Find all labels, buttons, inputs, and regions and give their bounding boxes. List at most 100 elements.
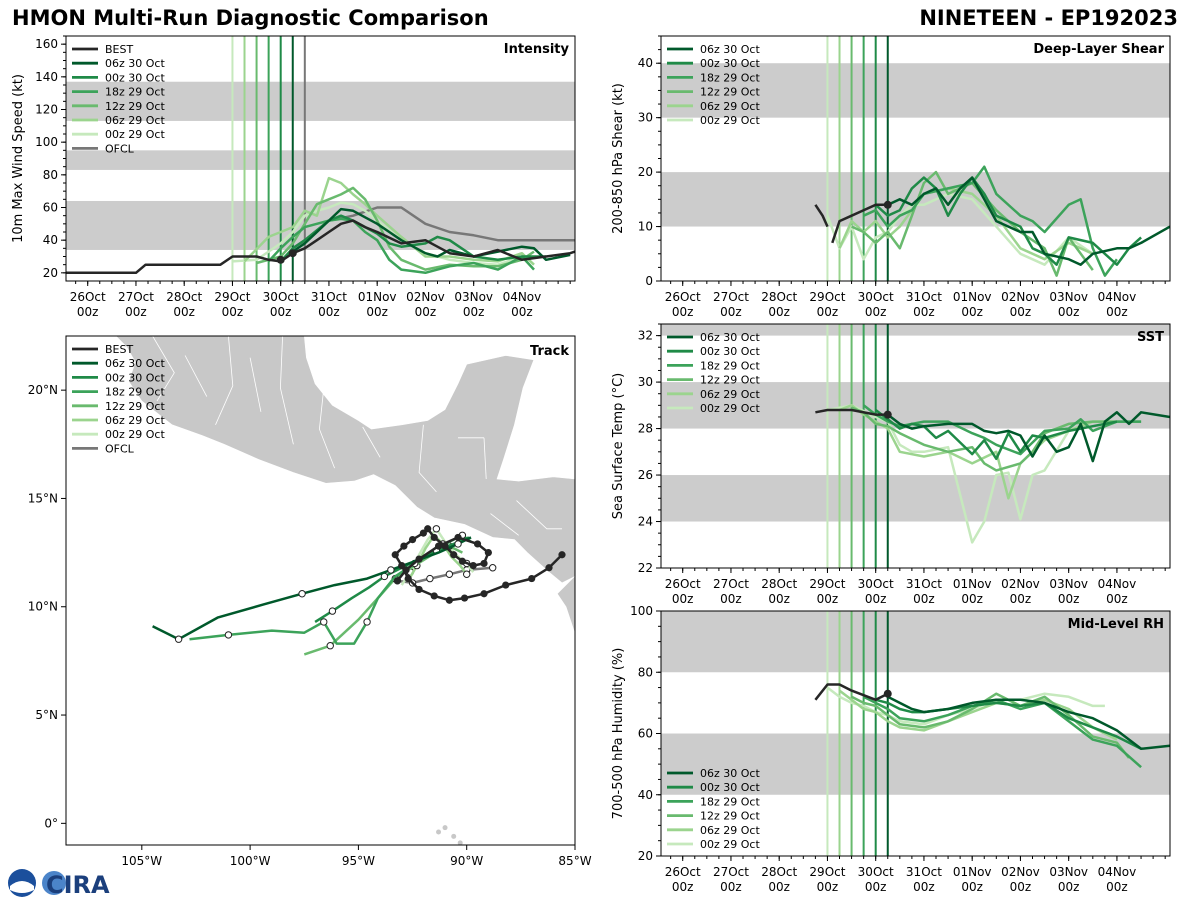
shear-xtick-hour: 00z [672, 305, 694, 319]
track-frame [65, 335, 576, 846]
track-point-best [402, 566, 410, 574]
intensity-ytick-label: 100 [35, 135, 58, 149]
track-ytick-label: 5°N [35, 708, 58, 722]
shear-band [661, 63, 1170, 118]
state-border [318, 368, 335, 469]
sst-ytick-label: 22 [638, 561, 653, 575]
page-title: HMON Multi-Run Diagnostic Comparison [12, 6, 489, 30]
shear-xtick-day: 30Oct [858, 290, 894, 304]
track-point-best [415, 585, 423, 594]
sst-xtick-hour: 00z [1058, 592, 1080, 606]
rh-legend-label-00z-29-oct: 00z 29 Oct [700, 838, 760, 851]
shear-legend-label-06z-30-oct: 06z 30 Oct [700, 43, 760, 56]
intensity-series-06z-30-oct [292, 207, 571, 262]
sst-title: SST [1137, 330, 1164, 345]
rh-marker-best [883, 689, 892, 698]
intensity-ytick-label: 80 [43, 168, 58, 182]
shear-legend-label-12z-29-oct: 12z 29 Oct [700, 86, 760, 99]
sst-xtick-day: 03Nov [1049, 577, 1088, 591]
intensity-legend-label-06z-30-oct: 06z 30 Oct [105, 57, 165, 70]
track-point-00z-29-oct [432, 525, 441, 533]
track-xtick-label: 90°W [450, 854, 483, 868]
sst-legend-label-00z-29-oct: 00z 29 Oct [700, 402, 760, 415]
shear-xtick-hour: 00z [817, 305, 839, 319]
rh-xtick-hour: 00z [672, 880, 694, 894]
sst-band [661, 382, 1170, 429]
track-point-06z-30-oct [387, 566, 395, 574]
intensity-series-best [66, 219, 575, 275]
track-point-best [430, 592, 438, 600]
intensity-xtick-hour: 00z [463, 305, 485, 319]
rh-plot-area [661, 611, 1170, 856]
sst-ytick-label: 24 [638, 515, 653, 529]
track-legend-label-00z-29-oct: 00z 29 Oct [105, 428, 165, 441]
shear-xtick-hour: 00z [768, 305, 790, 319]
intensity-xtick-hour: 00z [77, 305, 99, 319]
rh-legend-label-00z-30-oct: 00z 30 Oct [700, 781, 760, 794]
sst-xtick-day: 04Nov [1098, 577, 1137, 591]
intensity-legend-label-best: BEST [105, 43, 133, 56]
sst-legend-label-12z-29-oct: 12z 29 Oct [700, 374, 760, 387]
intensity-xtick-hour: 00z [415, 305, 437, 319]
shear-series-00z-30-oct [874, 176, 1142, 266]
intensity-xtick-day: 29Oct [214, 290, 250, 304]
rh-band [661, 611, 1170, 673]
intensity-xtick-hour: 00z [173, 305, 195, 319]
track-xtick-label: 85°W [558, 854, 591, 868]
intensity-xtick-day: 03Nov [454, 290, 493, 304]
state-border [279, 336, 294, 445]
intensity-legend-label-ofcl: OFCL [105, 142, 135, 155]
sst-xtick-day: 31Oct [906, 577, 942, 591]
state-border [249, 357, 262, 412]
rh-ytick-label: 100 [630, 604, 653, 618]
shear-title: Deep-Layer Shear [1033, 42, 1164, 57]
island-galapagos [451, 833, 457, 839]
intensity-ytick-label: 160 [35, 37, 58, 51]
track-legend-label-best: BEST [105, 343, 133, 356]
sst-ylabel: Sea Surface Temp (°C) [611, 373, 626, 520]
shear-ytick-label: 0 [645, 274, 653, 288]
state-border [418, 424, 437, 493]
rh-ylabel: 700-500 hPa Humidity (%) [611, 648, 626, 820]
island-galapagos [457, 840, 463, 845]
intensity-title: Intensity [504, 42, 570, 57]
track-line-12z-29-oct [303, 544, 463, 656]
rh-xtick-hour: 00z [817, 880, 839, 894]
shear-xtick-day: 01Nov [953, 290, 992, 304]
intensity-marker-best [276, 255, 285, 264]
rh-xtick-day: 03Nov [1049, 865, 1088, 879]
shear-series-12z-29-oct [851, 170, 1094, 277]
track-xtick-label: 100°W [230, 854, 271, 868]
intensity-series-18z-29-oct [267, 217, 535, 275]
track-point-12z-29-oct [326, 642, 334, 650]
state-border [490, 513, 519, 536]
intensity-xtick-hour: 00z [511, 305, 533, 319]
sst-series-06z-30-oct [887, 411, 1170, 463]
track-point-best [528, 574, 536, 583]
track-panel: 105°W 100°W 95°W 90°W 85°W 0° 5°N 10°N 15°N 20°N T… [28, 335, 592, 868]
intensity-xtick-day: 01Nov [358, 290, 397, 304]
rh-xtick-hour: 00z [865, 880, 887, 894]
track-legend-label-06z-30-oct: 06z 30 Oct [105, 357, 165, 370]
track-point-06z-29-oct [463, 570, 471, 578]
intensity-legend-label-00z-29-oct: 00z 29 Oct [105, 128, 165, 141]
track-map-area [66, 336, 575, 845]
intensity-xtick-hour: 00z [222, 305, 244, 319]
rh-series-best [814, 683, 889, 702]
rh-ytick-label: 40 [638, 788, 653, 802]
track-point-18z-29-oct [320, 618, 328, 626]
intensity-xtick-hour: 00z [366, 305, 388, 319]
track-point-06z-30-oct [298, 590, 306, 598]
shear-xtick-day: 31Oct [906, 290, 942, 304]
shear-xtick-hour: 00z [961, 305, 983, 319]
sst-band [661, 475, 1170, 522]
intensity-xtick-hour: 00z [270, 305, 292, 319]
sst-legend-label-18z-29-oct: 18z 29 Oct [700, 359, 760, 372]
land-costa-rica [557, 576, 575, 633]
intensity-xtick-day: 28Oct [166, 290, 202, 304]
rh-band [661, 733, 1170, 795]
sst-xtick-day: 27Oct [713, 577, 749, 591]
track-point-best [460, 594, 469, 602]
